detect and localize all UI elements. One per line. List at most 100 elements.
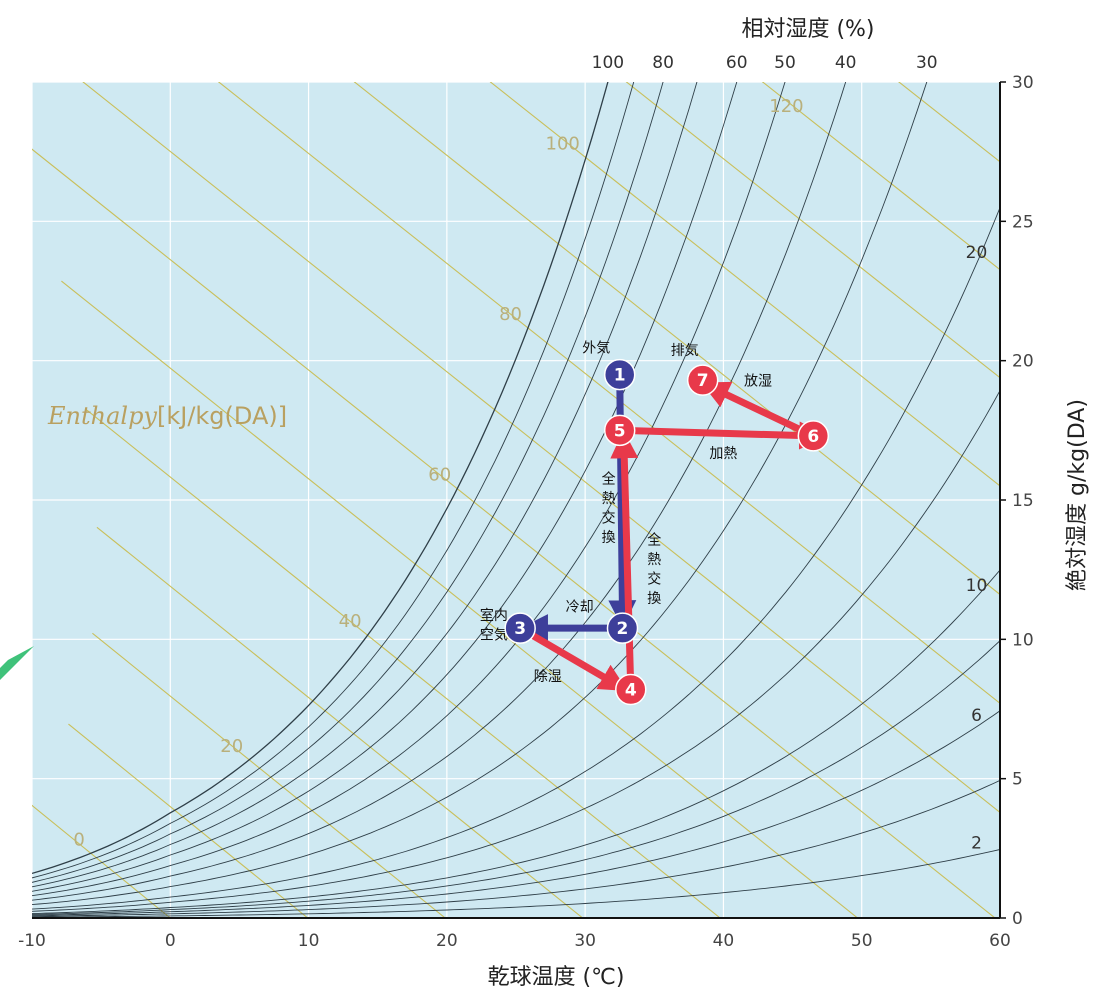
rh-top-label: 30	[916, 53, 938, 73]
x-tick-label: -10	[18, 931, 46, 951]
state-points: 1 2 3 4 5 6 7	[504, 358, 830, 706]
enthalpy-label: 100	[546, 134, 580, 155]
enthalpy-line	[625, 82, 1000, 379]
rh-curve	[32, 82, 698, 888]
state-point-label: 3	[514, 619, 526, 639]
state-point-marker	[686, 364, 719, 396]
process-annotation: 交	[602, 509, 616, 526]
state-point-label: 2	[617, 619, 629, 639]
enthalpy-title-italic: Enthalpy	[47, 402, 157, 430]
y-tick-label: 0	[1012, 909, 1023, 929]
state-point-marker	[606, 612, 639, 644]
x-tick-label: 60	[989, 931, 1011, 951]
y-tick-label: 10	[1012, 630, 1034, 650]
x-tick-label: 0	[165, 931, 176, 951]
y-tick-label: 15	[1012, 491, 1034, 511]
process-annotation: 除湿	[534, 669, 562, 685]
enthalpy-labels: 0 20 40 60 80 100 120	[73, 96, 803, 850]
rh-curve	[32, 390, 1000, 912]
rh-top-label: 60	[726, 53, 748, 73]
enthalpy-line	[32, 148, 996, 918]
y-tick-label: 30	[1012, 73, 1034, 93]
process-annotation: 空気	[480, 627, 508, 643]
enthalpy-line	[82, 82, 1000, 814]
rh-labels: 100 80 60 50 40 30 20 10 6 2	[592, 53, 988, 854]
enthalpy-lines	[32, 82, 1000, 918]
rh-top-label: 80	[652, 53, 674, 73]
rh-curve	[32, 640, 1000, 915]
process-arrow	[608, 371, 637, 629]
y-axis-ticks: 0 5 10 15 20 25 30	[1000, 73, 1034, 929]
process-annotation: 排気	[671, 343, 699, 359]
y-tick-label: 20	[1012, 352, 1034, 372]
y-tick-label: 5	[1012, 770, 1023, 790]
enthalpy-label: 20	[220, 736, 243, 757]
rh-curve	[32, 207, 1000, 910]
x-axis-ticks: -10 0 10 20 30 40 50 60	[18, 931, 1011, 951]
state-point-marker	[603, 358, 636, 391]
process-annotation: 交	[647, 571, 661, 588]
x-tick-label: 30	[574, 931, 596, 951]
state-point-marker	[603, 414, 636, 447]
enthalpy-label: 80	[499, 304, 522, 325]
relative-humidity-curves	[32, 82, 1000, 918]
rh-axis-title: 相対湿度 (%)	[741, 17, 874, 42]
process-annotation: 室内	[480, 607, 508, 624]
rh-curve	[32, 82, 609, 875]
process-annotation: 熱	[602, 491, 616, 507]
state-point-label: 6	[807, 427, 819, 447]
enthalpy-line	[85, 408, 721, 918]
grid-lines	[32, 82, 1000, 918]
process-arrow	[701, 381, 817, 440]
process-annotation: 外気	[582, 340, 610, 356]
process-annotation: 全	[647, 532, 661, 549]
rh-top-label: 40	[835, 53, 857, 73]
rh-right-label: 2	[971, 834, 982, 854]
process-annotation: 加熱	[709, 446, 737, 462]
process-annotation: 全	[602, 470, 616, 487]
state-point-marker	[615, 673, 647, 706]
process-arrows	[516, 371, 828, 693]
process-annotation: 冷却	[566, 599, 594, 615]
enthalpy-line	[32, 804, 171, 918]
enthalpy-line	[68, 723, 309, 918]
enthalpy-line	[217, 82, 1000, 704]
state-point-marker	[504, 612, 536, 644]
rh-curve	[32, 82, 786, 897]
y-axis-title: 絶対湿度 g/kg(DA)	[1065, 399, 1090, 591]
enthalpy-line	[353, 82, 1000, 596]
state-point-marker	[797, 420, 830, 452]
process-arrow	[516, 624, 628, 691]
x-tick-label: 20	[436, 931, 458, 951]
y-tick-label: 25	[1012, 212, 1034, 232]
enthalpy-line	[96, 526, 584, 918]
rh-right-label: 20	[966, 243, 988, 263]
rh-curve	[32, 82, 635, 879]
rh-curve	[32, 569, 1000, 915]
x-tick-label: 40	[713, 931, 735, 951]
rh-top-label: 50	[774, 53, 796, 73]
process-arrow	[610, 430, 639, 693]
enthalpy-line	[92, 632, 446, 918]
state-point-label: 1	[614, 366, 626, 386]
rh-right-label: 10	[966, 576, 988, 596]
enthalpy-label: 0	[73, 829, 84, 850]
rh-curve	[32, 849, 1000, 918]
process-annotation: 熱	[647, 552, 661, 568]
enthalpy-label: 120	[769, 96, 803, 117]
rh-curve	[32, 710, 1000, 916]
state-point-label: 4	[625, 680, 637, 700]
rh-right-label: 6	[971, 706, 982, 726]
rh-curve	[32, 82, 664, 883]
process-annotation: 放湿	[744, 374, 772, 390]
x-tick-label: 50	[851, 931, 873, 951]
rh-curve	[32, 779, 1000, 917]
enthalpy-axis-title: Enthalpy[kJ/kg(DA)]	[47, 402, 287, 430]
state-point-label: 5	[614, 421, 626, 441]
process-arrow	[616, 421, 828, 450]
rh-curve	[32, 82, 847, 901]
rh-top-label: 100	[592, 53, 624, 73]
green-arrow-decoration	[0, 646, 34, 680]
